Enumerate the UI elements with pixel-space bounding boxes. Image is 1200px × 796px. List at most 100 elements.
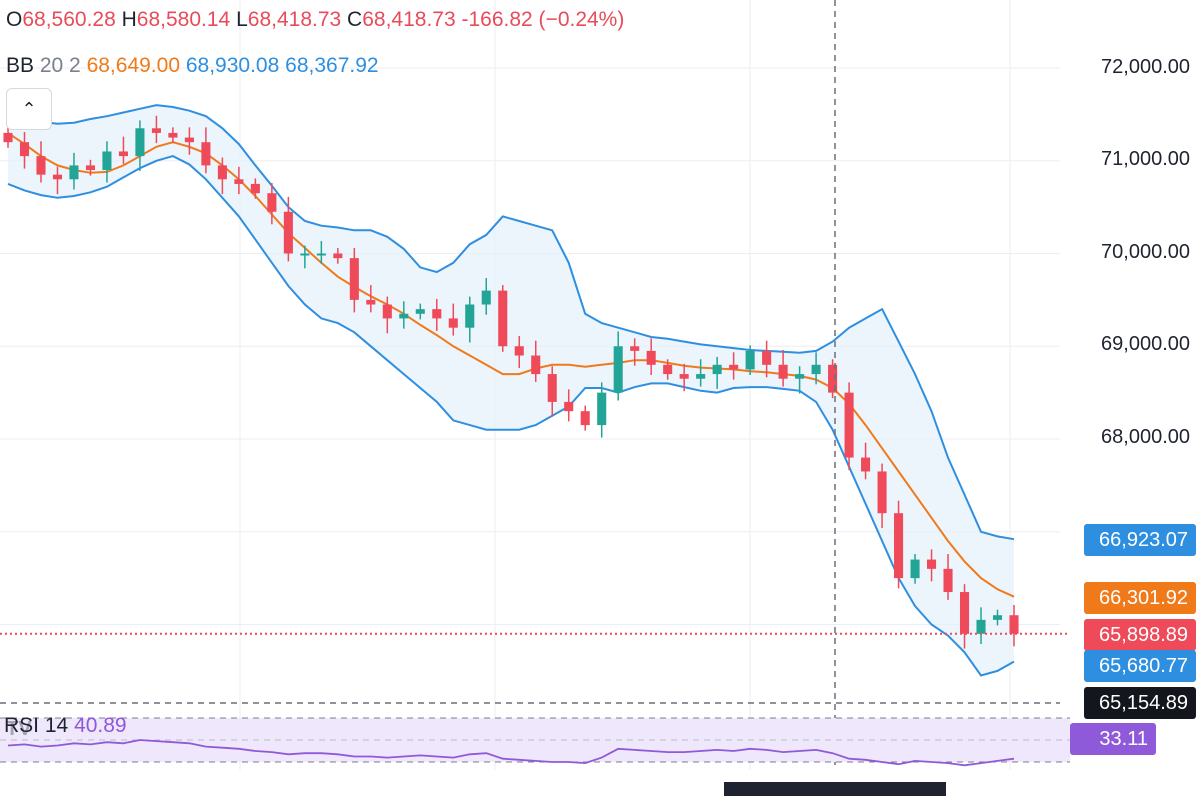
high-value: 68,580.14 [136, 8, 231, 31]
candle-body [564, 401, 574, 412]
candle-body [366, 299, 376, 305]
candle-body [69, 165, 79, 180]
candle-body [52, 174, 63, 180]
bb-name: BB [6, 54, 35, 77]
candle-body [745, 350, 755, 370]
candle-body [300, 253, 310, 256]
low-value: 68,418.73 [247, 8, 342, 31]
candle-body [85, 165, 95, 171]
candle-body [234, 179, 244, 184]
candle-body [498, 290, 508, 347]
candle-body [877, 471, 887, 514]
candle-body [514, 346, 524, 356]
candle-body [481, 290, 491, 305]
candle-body [729, 364, 739, 370]
candle-body [415, 309, 425, 314]
collapse-legend-button[interactable]: ⌃ [6, 88, 52, 130]
candle-body [844, 392, 854, 458]
rsi-value-tag: 33.11 [1070, 723, 1156, 755]
candle-body [630, 346, 640, 351]
candle-body [349, 258, 359, 300]
candle-body [250, 183, 260, 194]
candle-body [547, 374, 557, 402]
low-label: L [236, 8, 248, 31]
middle-band-price-tag: 66,301.92 [1084, 582, 1196, 614]
candle-body [316, 253, 326, 256]
candlestick-series [3, 115, 1019, 649]
candle-body [613, 346, 623, 393]
candle-body [201, 142, 211, 166]
candle-body [399, 313, 409, 319]
candle-body [679, 374, 689, 379]
tradingview-logo: TV [6, 718, 32, 740]
candle-body [448, 318, 458, 328]
candle-body [811, 364, 821, 375]
candle-body [712, 364, 722, 375]
candle-body [19, 142, 30, 157]
candle-body [762, 350, 772, 365]
candle-body [696, 374, 706, 379]
open-value: 68,560.28 [22, 8, 116, 31]
close-value: 68,418.73 [362, 8, 456, 31]
candle-body [102, 151, 112, 171]
bollinger-lower-line [7, 155, 1015, 677]
price-tick: 70,000.00 [1101, 241, 1190, 263]
candle-body [36, 156, 46, 175]
candle-body [597, 392, 607, 426]
candle-body [465, 304, 475, 328]
bollinger-legend[interactable]: BB 20 2 68,649.00 68,930.08 68,367.92 [6, 54, 379, 78]
candle-body [580, 411, 590, 426]
bb-lower-value: 68,367.92 [285, 54, 379, 77]
change-value: -166.82 (−0.24%) [461, 8, 625, 31]
candle-body [267, 193, 277, 212]
bb-middle-value: 68,649.00 [86, 54, 181, 77]
candle-body [663, 364, 673, 375]
candle-body [828, 364, 838, 393]
rsi-value: 40.89 [74, 714, 127, 737]
candle-body [778, 364, 788, 379]
ohlc-legend: O68,560.28 H68,580.14 L68,418.73 C68,418… [6, 8, 624, 32]
bb-params: 20 2 [39, 54, 81, 77]
candle-body [795, 374, 805, 379]
close-label: C [347, 8, 363, 31]
candle-body [184, 137, 194, 143]
rsi-name: RSI [4, 714, 40, 737]
lower-band-price-tag: 65,680.77 [1084, 650, 1196, 682]
candle-body [894, 513, 904, 579]
candle-body [283, 211, 293, 254]
price-tick: 69,000.00 [1101, 333, 1190, 355]
rsi-band [0, 718, 1070, 762]
chevron-up-icon: ⌃ [21, 98, 37, 119]
open-label: O [6, 8, 23, 31]
upper-band-price-tag: 66,923.07 [1084, 524, 1196, 556]
rsi-line [7, 739, 1015, 767]
price-tick: 72,000.00 [1101, 56, 1190, 78]
bb-upper-value: 68,930.08 [185, 54, 280, 77]
candle-body [943, 568, 953, 593]
candle-body [992, 615, 1003, 620]
candle-body [861, 457, 871, 472]
price-tick: 68,000.00 [1101, 426, 1190, 448]
bollinger-upper-line [7, 104, 1015, 541]
grid-lines [0, 0, 1060, 770]
candle-body [3, 132, 13, 143]
candle-body [151, 128, 161, 133]
high-label: H [121, 8, 137, 31]
candle-body [531, 355, 541, 375]
candle-body [646, 350, 656, 365]
candle-body [217, 165, 227, 180]
candle-body [976, 619, 986, 634]
crosshair-time-label [724, 782, 946, 796]
rsi-params: 14 [44, 714, 69, 737]
candle-body [1009, 615, 1019, 634]
candle-body [959, 592, 970, 634]
candle-body [382, 304, 392, 319]
candle-body [333, 253, 343, 259]
candle-body [927, 559, 937, 569]
bollinger-band-fill [8, 105, 1014, 676]
crosshair-price-tag: 65,154.89 [1084, 687, 1196, 719]
rsi-legend[interactable]: RSI 14 40.89 [4, 714, 127, 738]
candle-body [910, 559, 920, 579]
candle-body [168, 132, 178, 138]
